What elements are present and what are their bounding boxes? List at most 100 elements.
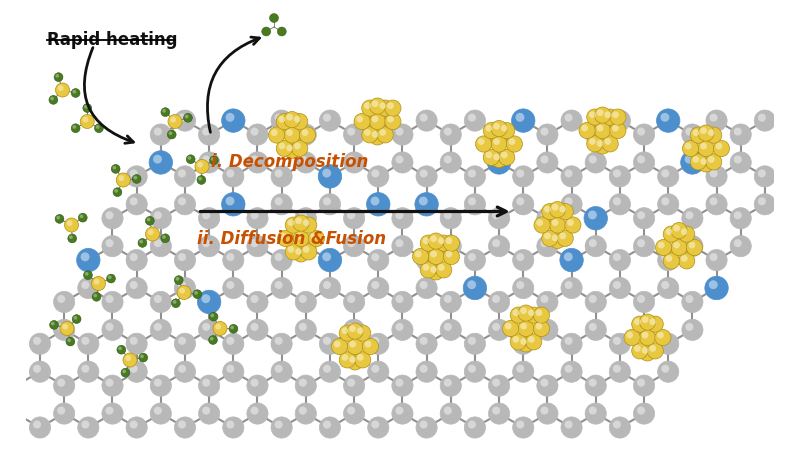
Circle shape [202,155,210,163]
Circle shape [226,113,234,122]
Circle shape [176,277,179,281]
Circle shape [177,285,191,300]
Circle shape [589,155,597,163]
Circle shape [634,207,654,229]
Circle shape [395,155,403,163]
Circle shape [198,162,203,167]
Circle shape [561,333,582,355]
Circle shape [690,154,706,170]
Circle shape [303,246,310,253]
Circle shape [197,176,206,184]
Circle shape [537,291,558,313]
Circle shape [82,337,90,345]
Circle shape [392,207,413,229]
Circle shape [416,166,437,187]
Circle shape [693,156,699,163]
Circle shape [513,361,534,382]
Circle shape [298,378,307,387]
Circle shape [440,375,462,396]
Circle shape [658,194,679,215]
Circle shape [339,325,355,341]
Circle shape [230,326,234,329]
Circle shape [700,143,707,149]
Circle shape [287,219,294,226]
Circle shape [65,218,78,232]
Circle shape [323,281,331,289]
Circle shape [585,124,606,145]
Circle shape [347,127,355,135]
Circle shape [343,403,365,424]
Circle shape [371,364,379,373]
Circle shape [284,112,300,128]
Circle shape [550,217,566,233]
Circle shape [347,406,355,414]
Circle shape [686,127,694,135]
Circle shape [493,123,500,130]
Circle shape [650,318,656,325]
Circle shape [710,169,718,177]
Circle shape [78,417,99,438]
Circle shape [126,355,131,361]
Circle shape [102,319,123,341]
Circle shape [513,417,534,438]
Circle shape [515,113,525,122]
Circle shape [202,294,210,303]
Circle shape [657,109,680,132]
Circle shape [516,337,524,345]
Circle shape [658,361,679,382]
Circle shape [310,233,318,239]
Circle shape [174,361,195,382]
Circle shape [597,140,603,147]
Circle shape [250,323,258,331]
Circle shape [126,194,147,215]
Circle shape [322,252,331,261]
Circle shape [54,403,74,424]
Circle shape [54,375,74,396]
Circle shape [734,239,742,247]
Circle shape [395,406,403,414]
Circle shape [57,406,66,414]
Circle shape [534,217,550,233]
Circle shape [492,323,500,331]
Circle shape [542,203,558,220]
Circle shape [303,219,310,226]
Circle shape [634,319,654,341]
Circle shape [483,122,499,139]
Circle shape [559,206,566,212]
Circle shape [295,319,316,341]
Circle shape [130,281,138,289]
Circle shape [91,276,106,291]
Circle shape [610,109,626,125]
Circle shape [642,347,649,354]
Circle shape [226,337,234,345]
Circle shape [356,116,363,122]
Circle shape [154,211,162,219]
Circle shape [715,143,722,149]
Text: Rapid heating: Rapid heating [46,32,178,50]
Circle shape [685,155,694,164]
Circle shape [146,227,159,241]
Circle shape [150,403,171,424]
Circle shape [318,248,342,272]
Circle shape [295,207,316,229]
Circle shape [518,336,534,352]
Circle shape [492,378,500,387]
Circle shape [440,207,462,229]
Circle shape [693,129,699,136]
Circle shape [419,281,428,289]
Circle shape [347,323,355,331]
Circle shape [666,255,672,262]
Circle shape [308,230,325,247]
Circle shape [286,144,293,151]
Circle shape [274,364,282,373]
Circle shape [565,420,573,428]
Circle shape [541,378,549,387]
Circle shape [557,230,574,247]
Circle shape [354,352,370,368]
Circle shape [154,378,162,387]
Circle shape [71,89,80,97]
Circle shape [489,291,510,313]
Circle shape [66,220,73,226]
Circle shape [284,142,300,158]
Circle shape [194,291,198,295]
